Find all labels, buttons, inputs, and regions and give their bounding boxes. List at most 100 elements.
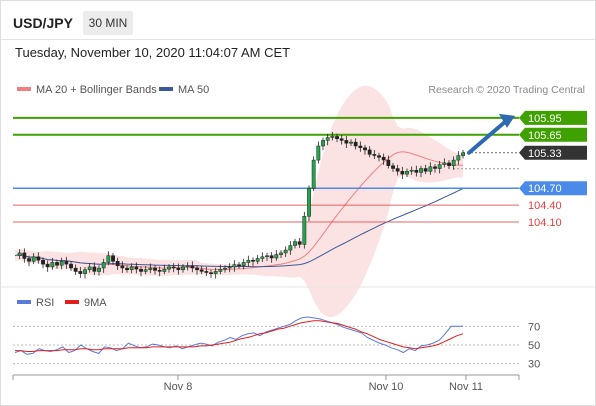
candle-down <box>22 252 27 259</box>
candle-up <box>129 266 134 270</box>
candle-up <box>456 155 461 161</box>
candle-down <box>125 267 129 271</box>
rsi-pane: 70 50 30 <box>13 316 540 371</box>
candle-down <box>358 145 363 148</box>
candle-down <box>395 168 400 172</box>
candle-down <box>64 261 69 265</box>
resistance-2-tag-box <box>519 127 587 142</box>
bollinger-band-area <box>15 85 463 317</box>
candle-down <box>204 271 209 273</box>
price-tags-layer: 105.95 105.65 105.33 104.70 104.40 104.10 <box>467 110 587 229</box>
candle-up <box>428 166 433 172</box>
candle-down <box>297 241 302 245</box>
forecast-arrow-shaft <box>467 119 507 155</box>
candle-up <box>255 258 260 262</box>
candle-down <box>41 259 45 265</box>
candle-down <box>353 141 358 147</box>
candle-down <box>45 263 50 268</box>
candle-down <box>251 259 255 262</box>
candle-up <box>409 169 414 172</box>
datetime-label: Tuesday, November 10, 2020 11:04:07 AM C… <box>15 45 291 60</box>
candle-up <box>143 269 148 272</box>
rsi-tick-70: 70 <box>528 321 540 333</box>
candle-down <box>36 256 41 261</box>
candle-down <box>111 255 115 262</box>
candle-down <box>171 266 176 269</box>
candle-down <box>134 266 139 270</box>
candle-up <box>97 267 101 272</box>
candle-up <box>148 267 153 271</box>
candle-up <box>274 254 279 259</box>
candle-up <box>307 187 311 217</box>
candle-up <box>59 261 64 266</box>
candle-up <box>451 159 456 166</box>
x-tick-label: Nov 10 <box>369 381 404 393</box>
candle-down <box>139 268 143 272</box>
candle-down <box>195 267 199 271</box>
candle-up <box>321 140 325 147</box>
candle-up <box>106 255 111 263</box>
header-divider <box>1 39 595 40</box>
support-2-tag-label: 104.10 <box>528 217 562 229</box>
resistance-1-tag-box <box>519 110 587 125</box>
symbol-title: USD/JPY <box>13 15 73 31</box>
candle-up <box>405 171 409 175</box>
resistance-1-tag-label: 105.95 <box>528 113 562 125</box>
candle-up <box>288 245 293 251</box>
candle-down <box>27 258 31 262</box>
last-price-tag-label: 105.33 <box>528 148 562 160</box>
candle-down <box>120 265 125 269</box>
credit-label: Research © 2020 Trading Central <box>428 84 585 96</box>
candle-up <box>419 168 423 173</box>
candle-down <box>237 264 241 267</box>
candle-down <box>157 270 162 272</box>
support-1-tag-label: 104.40 <box>528 200 562 212</box>
rsi-legend-swatch <box>17 300 31 304</box>
candle-up <box>325 137 330 141</box>
level-lines-layer <box>13 116 519 223</box>
candle-down <box>367 149 372 155</box>
candle-down <box>447 162 451 166</box>
candle-up <box>302 216 307 245</box>
candle-down <box>199 269 204 272</box>
candle-up <box>461 152 465 156</box>
candle-up <box>265 255 269 258</box>
rsi-tick-50: 50 <box>528 340 540 352</box>
candle-down <box>400 171 405 175</box>
rsi-ma-legend-swatch <box>65 300 79 304</box>
candle-down <box>381 156 386 161</box>
time-axis: Nov 8 Nov 10 Nov 11 <box>12 374 520 393</box>
forecast-arrow-head <box>499 113 515 128</box>
candle-up <box>31 256 36 262</box>
candle-down <box>414 169 419 173</box>
candle-up <box>311 159 316 189</box>
ma20-legend-label: MA 20 + Bollinger Bands <box>36 84 157 96</box>
rsi-ma-line <box>15 320 464 352</box>
rsi-tick-30: 30 <box>528 359 540 371</box>
candle-down <box>344 140 349 144</box>
candle-up <box>246 259 251 263</box>
candle-up <box>181 266 185 270</box>
candle-down <box>391 165 395 169</box>
pivot-tag-box <box>519 181 587 196</box>
bollinger-band-layer <box>15 85 463 317</box>
ma50-legend-label: MA 50 <box>178 84 209 96</box>
candle-up <box>87 266 92 270</box>
candle-up <box>349 141 353 144</box>
candle-up <box>241 262 246 267</box>
candle-down <box>176 267 181 271</box>
candle-down <box>377 155 381 158</box>
candle-up <box>213 271 218 274</box>
candle-up <box>316 145 321 161</box>
pivot-tag-label: 104.70 <box>528 183 562 195</box>
candle-up <box>167 266 171 270</box>
last-price-tag-box <box>519 145 587 160</box>
candle-up <box>162 268 167 272</box>
candle-down <box>363 147 367 151</box>
candle-down <box>92 266 97 272</box>
candle-up <box>279 252 283 255</box>
candle-down <box>335 136 339 139</box>
timeframe-button[interactable]: 30 MIN <box>83 11 133 35</box>
